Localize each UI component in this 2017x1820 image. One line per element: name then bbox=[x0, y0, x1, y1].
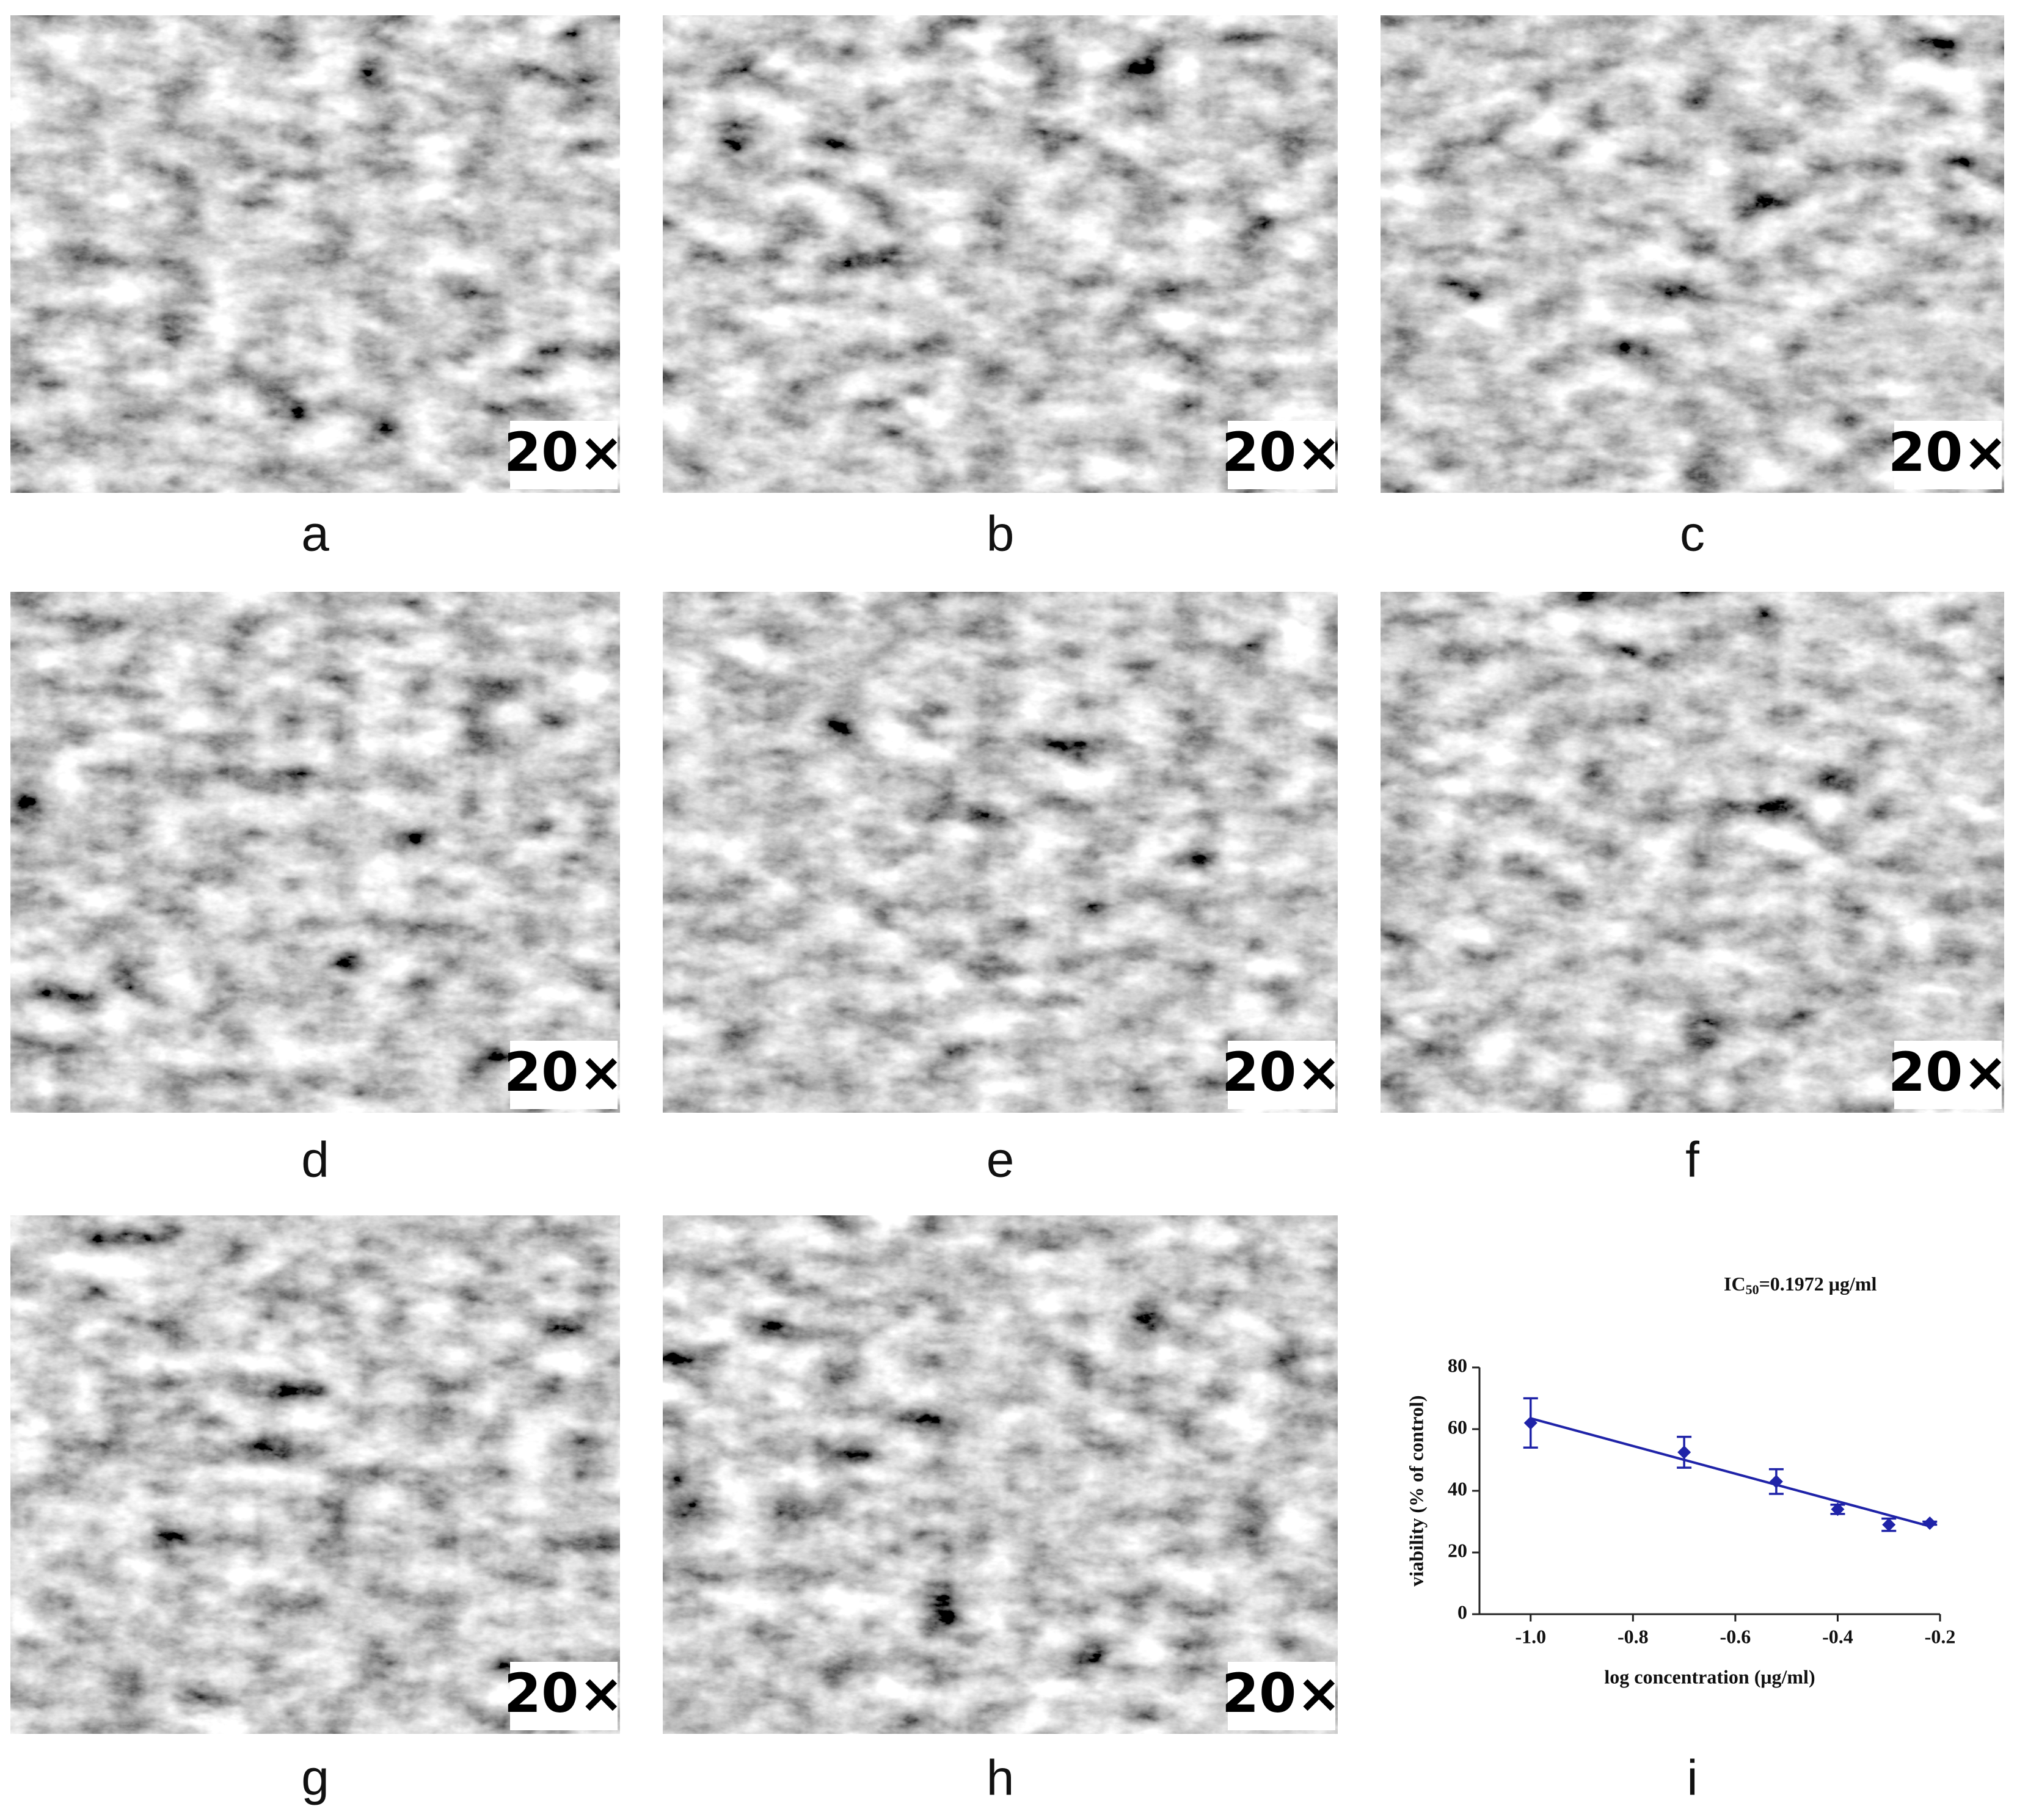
badge-box bbox=[1228, 1041, 1335, 1109]
micrograph-panel: 20× f bbox=[1381, 592, 2008, 1188]
micrograph bbox=[10, 1215, 620, 1734]
panel-label: c bbox=[1680, 506, 1705, 562]
badge-box bbox=[510, 1041, 618, 1109]
y-tick-label: 20 bbox=[1448, 1539, 1467, 1561]
data-point bbox=[1769, 1474, 1783, 1488]
y-tick-label: 80 bbox=[1448, 1354, 1467, 1376]
badge-box bbox=[1228, 1662, 1335, 1730]
data-point bbox=[1882, 1518, 1896, 1532]
panel-label: f bbox=[1685, 1132, 1699, 1188]
data-point bbox=[1523, 1416, 1537, 1430]
annotation-part: IC bbox=[1724, 1273, 1746, 1295]
annotation-part: =0.1972 μg/ml bbox=[1759, 1273, 1877, 1295]
y-axis-label: viability (% of control) bbox=[1405, 1395, 1427, 1586]
panel-label: e bbox=[987, 1132, 1015, 1188]
badge-box bbox=[1228, 421, 1335, 489]
panel-label: a bbox=[301, 506, 329, 562]
micrograph-panel: 20× a bbox=[10, 15, 624, 562]
micrograph-panel: 20× d bbox=[10, 592, 624, 1188]
magnification-badge: 20× bbox=[1888, 421, 2008, 484]
magnification-badge: 20× bbox=[504, 1662, 624, 1725]
panel-label: i bbox=[1687, 1750, 1698, 1806]
micrograph-panel: 20× c bbox=[1381, 15, 2008, 562]
magnification-badge: 20× bbox=[504, 421, 624, 484]
panels: 20× a 20× b 20× c 20× d 20× e 20× f 20× g 20× h i bbox=[10, 15, 2008, 1806]
x-tick-label: -0.4 bbox=[1822, 1625, 1853, 1647]
data-point bbox=[1831, 1502, 1845, 1516]
badge-box bbox=[1894, 1041, 2002, 1109]
chart: 0 20 40 60 80 -1.0 -0.8 -0.6 -0.4 -0.2 log concent… bbox=[1405, 1273, 1955, 1687]
panel-label: d bbox=[301, 1132, 329, 1188]
panel-label: g bbox=[301, 1750, 329, 1806]
x-axis-label: log concentration (μg/ml) bbox=[1604, 1665, 1815, 1687]
micrograph bbox=[10, 15, 620, 493]
micrograph bbox=[10, 592, 620, 1113]
badge-box bbox=[510, 421, 618, 489]
ic50-annotation: IC50=0.1972 μg/ml bbox=[1724, 1273, 1877, 1297]
y-tick-label: 60 bbox=[1448, 1416, 1467, 1438]
micrograph bbox=[663, 15, 1338, 493]
magnification-badge: 20× bbox=[1222, 1041, 1341, 1104]
x-tick-label: -1.0 bbox=[1515, 1625, 1546, 1647]
magnification-badge: 20× bbox=[1222, 1662, 1341, 1725]
badge-box bbox=[510, 1662, 618, 1730]
micrograph bbox=[663, 1215, 1338, 1734]
micrograph bbox=[1381, 15, 2004, 493]
x-tick-label: -0.2 bbox=[1925, 1625, 1956, 1647]
x-tick-label: -0.8 bbox=[1618, 1625, 1649, 1647]
y-tick-label: 40 bbox=[1448, 1477, 1467, 1499]
magnification-badge: 20× bbox=[1888, 1041, 2008, 1104]
micrograph-panel: 20× e bbox=[663, 592, 1341, 1188]
badge-box bbox=[1894, 421, 2002, 489]
micrograph-panel: 20× g bbox=[10, 1215, 624, 1806]
x-tick-label: -0.6 bbox=[1720, 1625, 1751, 1647]
data-point bbox=[1677, 1445, 1691, 1459]
micrograph bbox=[1381, 592, 2004, 1113]
annotation-part: 50 bbox=[1746, 1282, 1759, 1297]
panel-label: b bbox=[987, 506, 1015, 562]
panel-label: h bbox=[987, 1750, 1015, 1806]
micrograph-panel: 20× h bbox=[663, 1215, 1341, 1806]
magnification-badge: 20× bbox=[1222, 421, 1341, 484]
magnification-badge: 20× bbox=[504, 1041, 624, 1104]
fit-line bbox=[1530, 1417, 1930, 1528]
micrograph-panel: 20× b bbox=[663, 15, 1341, 562]
data-point bbox=[1923, 1516, 1937, 1531]
micrograph bbox=[663, 592, 1338, 1113]
y-tick-label: 0 bbox=[1457, 1601, 1467, 1623]
